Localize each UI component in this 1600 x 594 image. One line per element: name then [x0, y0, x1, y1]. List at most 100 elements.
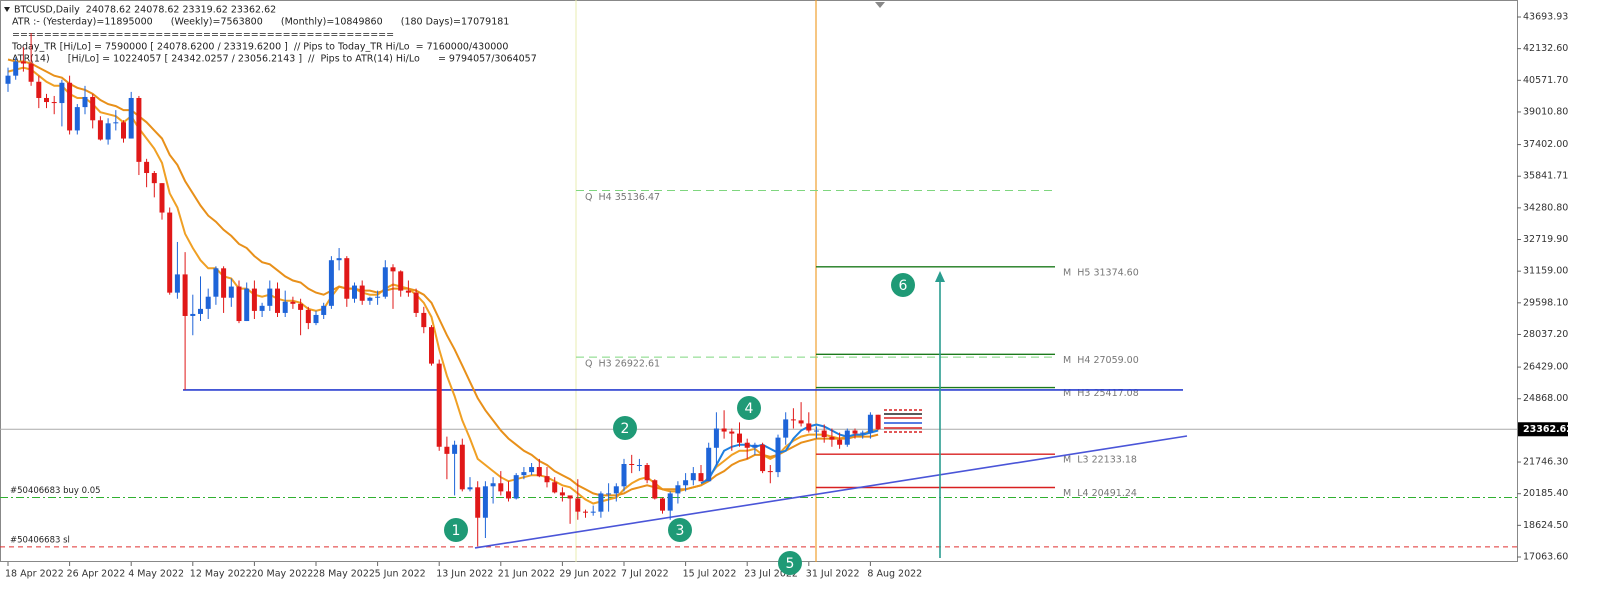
wave-marker-label: 3: [676, 523, 685, 539]
candle-body: [675, 485, 681, 494]
candle-body: [405, 290, 411, 293]
monthly-level-label: M H5 31374.60: [1063, 267, 1139, 278]
wave-marker: [444, 518, 468, 542]
x-tick-label: 15 Jul 2022: [683, 569, 737, 580]
candle-body: [683, 480, 689, 486]
wave-marker: [778, 551, 802, 575]
candle-body: [321, 305, 327, 315]
candle-body: [67, 82, 73, 131]
candle-body: [74, 107, 80, 131]
x-tick-label: 18 Apr 2022: [5, 569, 64, 580]
candle-body: [575, 498, 581, 512]
x-tick-label: 20 May 2022: [251, 569, 313, 580]
candle-body: [775, 437, 781, 473]
candle-body: [151, 173, 157, 184]
candle-body: [236, 286, 242, 322]
candle-body: [367, 297, 373, 301]
candle-body: [128, 97, 134, 139]
candle-body: [97, 120, 103, 140]
candle-body: [721, 428, 727, 432]
monthly-level-label: M H4 27059.00: [1063, 355, 1139, 366]
candle-body: [636, 465, 642, 467]
candle-body: [267, 288, 273, 306]
indicator-line: [7, 58, 879, 497]
candle-body: [852, 430, 858, 434]
candle-body: [244, 288, 250, 322]
candle-body: [5, 75, 11, 84]
y-tick-label: 40571.70: [1523, 75, 1568, 86]
candle-body: [413, 292, 419, 313]
trendline: [474, 435, 1188, 549]
candle-body: [490, 483, 496, 487]
candle-body: [606, 493, 612, 495]
arrow-head: [935, 271, 945, 282]
candle-body: [737, 433, 742, 443]
candle-body: [729, 431, 735, 434]
candle-body: [28, 63, 34, 82]
x-tick-label: 31 Jul 2022: [806, 569, 860, 580]
candle-body: [475, 487, 481, 518]
wave-marker: [737, 396, 761, 420]
candle-body: [44, 97, 49, 103]
candle-body: [90, 96, 96, 121]
candle-body: [598, 493, 604, 512]
y-tick-label: 20185.40: [1523, 488, 1568, 499]
x-tick-label: 26 Apr 2022: [67, 569, 126, 580]
candle-body: [174, 274, 180, 293]
y-tick-label: 31159.00: [1523, 266, 1568, 277]
atr14-line: ATR(14) [Hi/Lo] = 10224057 [ 24342.0257 …: [12, 54, 537, 65]
candle-body: [375, 296, 381, 298]
candle-body: [298, 303, 304, 310]
x-tick-label: 13 Jun 2022: [436, 569, 493, 580]
y-tick-label: 26429.00: [1523, 362, 1568, 373]
candle-body: [806, 423, 812, 431]
wave-marker-label: 1: [452, 523, 461, 539]
candle-body: [459, 444, 465, 490]
monthly-level-label: M H3 25417.08: [1063, 388, 1139, 399]
candle-body: [629, 463, 635, 466]
candle-body: [660, 498, 665, 511]
candle-body: [259, 305, 265, 311]
candle-body: [860, 432, 866, 434]
candle-body: [121, 122, 126, 139]
candle-body: [198, 308, 203, 314]
x-tick-label: 5 Jun 2022: [375, 569, 426, 580]
separator: ========================================…: [12, 30, 394, 41]
quarterly-level-label: Q H4 35136.47: [585, 192, 660, 203]
candle-body: [167, 212, 173, 293]
symbol-line: BTCUSD,Daily 24078.62 24078.62 23319.62 …: [14, 5, 276, 16]
candle-body: [328, 260, 334, 306]
wave-marker: [668, 518, 692, 542]
candle-body: [228, 286, 234, 298]
x-tick-label: 21 Jun 2022: [498, 569, 555, 580]
candle-body: [767, 471, 773, 473]
candle-body: [698, 473, 704, 482]
candle-body: [290, 301, 296, 304]
shift-marker: [875, 2, 885, 8]
plot-frame: [0, 0, 1518, 562]
y-tick-label: 18624.50: [1523, 520, 1568, 531]
candle-body: [221, 268, 227, 298]
atr-line: ATR :- (Yesterday)=11895000 (Weekly)=756…: [12, 17, 509, 28]
candle-body: [529, 467, 535, 473]
candle-body: [36, 81, 42, 98]
wave-marker-label: 6: [899, 278, 908, 294]
candle-body: [282, 301, 288, 313]
candle-body: [359, 285, 365, 301]
monthly-level-label: M L4 20491.24: [1063, 488, 1137, 499]
quarterly-level-label: Q H3 26922.61: [585, 359, 660, 370]
x-tick-label: 12 May 2022: [190, 569, 252, 580]
y-tick-label: 34280.80: [1523, 202, 1568, 213]
y-tick-label: 28037.20: [1523, 329, 1568, 340]
y-tick-label: 17063.60: [1523, 551, 1568, 562]
candle-body: [444, 446, 450, 454]
order-label: #50406683 sl: [10, 535, 70, 545]
y-tick-label: 43693.93: [1523, 11, 1568, 22]
candle-body: [190, 313, 196, 316]
candle-body: [213, 268, 219, 297]
x-tick-label: 7 Jul 2022: [621, 569, 669, 580]
candle-body: [760, 444, 766, 472]
candle-body: [837, 439, 843, 445]
